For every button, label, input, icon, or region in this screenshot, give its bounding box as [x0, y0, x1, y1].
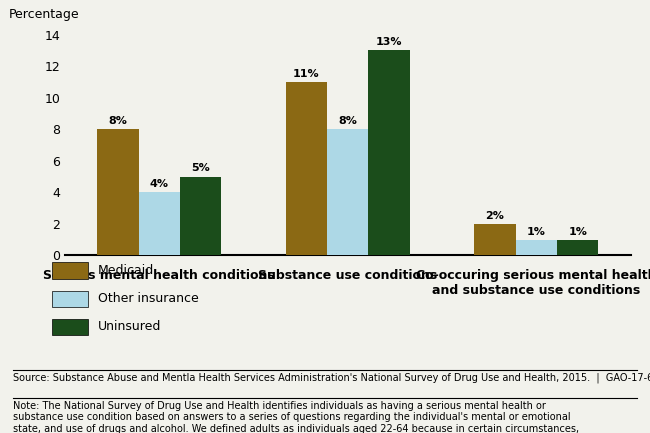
Bar [180, 177, 222, 255]
Bar [474, 224, 515, 255]
Bar [97, 129, 138, 255]
Text: Percentage: Percentage [8, 8, 79, 21]
Bar [369, 50, 410, 255]
Bar [515, 240, 557, 255]
Text: 2%: 2% [486, 211, 504, 221]
Text: 8%: 8% [338, 116, 358, 126]
Text: Uninsured: Uninsured [98, 320, 161, 333]
Text: Other insurance: Other insurance [98, 292, 198, 305]
Text: 11%: 11% [293, 69, 320, 79]
Text: 1%: 1% [526, 226, 546, 236]
Text: Source: Substance Abuse and Mentla Health Services Administration's National Sur: Source: Substance Abuse and Mentla Healt… [13, 372, 650, 383]
Bar [285, 82, 327, 255]
Text: Medicaid: Medicaid [98, 264, 154, 277]
Text: 4%: 4% [150, 179, 169, 189]
Text: 1%: 1% [568, 226, 587, 236]
Bar [138, 192, 180, 255]
Text: 13%: 13% [376, 37, 402, 47]
Text: 5%: 5% [191, 163, 210, 174]
Bar [327, 129, 369, 255]
Text: Note: The National Survey of Drug Use and Health identifies individuals as havin: Note: The National Survey of Drug Use an… [13, 401, 579, 433]
Bar [557, 240, 599, 255]
Text: 8%: 8% [109, 116, 127, 126]
